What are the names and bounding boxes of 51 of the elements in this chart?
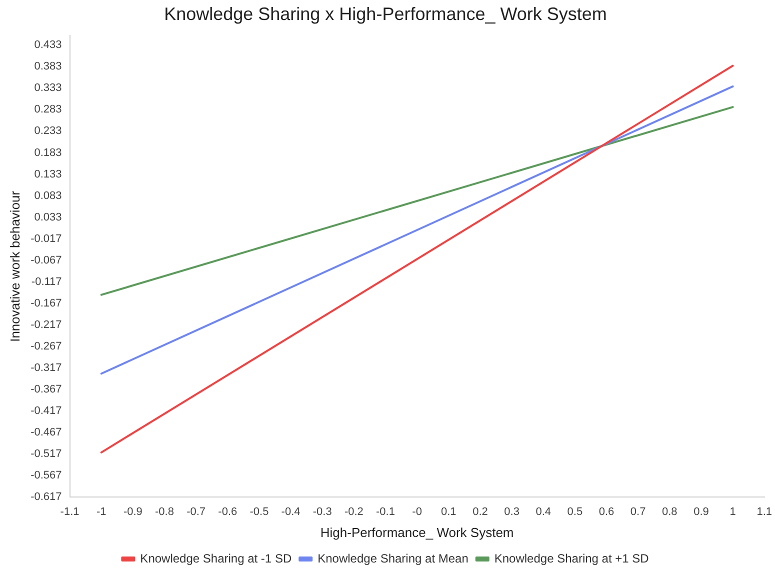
y-tick-label: -0.467 bbox=[30, 426, 62, 439]
y-tick-label: -0.567 bbox=[30, 470, 62, 482]
x-tick-label: 0.2 bbox=[472, 506, 488, 518]
y-tick-label: -0.617 bbox=[30, 491, 62, 504]
y-tick-label: -0.267 bbox=[30, 340, 62, 353]
y-tick-label: 0.233 bbox=[34, 125, 62, 138]
y-axis-title: Innovative work behaviour bbox=[7, 190, 22, 342]
x-tick-label: 0.4 bbox=[536, 506, 552, 518]
y-tick-label: -0.517 bbox=[30, 448, 62, 460]
x-tick-label: -0.6 bbox=[218, 506, 238, 518]
chart-title: Knowledge Sharing x High-Performance_ Work System bbox=[164, 4, 607, 24]
y-tick-label: 0.433 bbox=[34, 39, 62, 52]
y-tick-label: 0.383 bbox=[34, 60, 62, 73]
x-tick-label: 0.8 bbox=[662, 506, 678, 518]
x-tick-label: -0 bbox=[412, 506, 422, 518]
y-tick-label: -0.317 bbox=[30, 362, 62, 374]
x-tick-label: 0.7 bbox=[630, 506, 646, 518]
x-tick-label: 0.3 bbox=[504, 506, 520, 518]
x-tick-label: -1 bbox=[96, 506, 106, 518]
legend-label: Knowledge Sharing at +1 SD bbox=[494, 551, 650, 566]
x-tick-label: -1.1 bbox=[60, 506, 80, 518]
x-tick-label: -0.8 bbox=[155, 506, 174, 518]
y-tick-label: -0.117 bbox=[31, 276, 62, 288]
x-tick-label: -0.9 bbox=[123, 506, 142, 518]
x-tick-label: 1 bbox=[730, 506, 736, 518]
x-axis-title: High-Performance_ Work System bbox=[320, 524, 514, 540]
x-tick-label: -0.2 bbox=[344, 506, 364, 518]
y-tick-label: -0.217 bbox=[30, 318, 62, 331]
x-tick-label: -0.3 bbox=[312, 506, 332, 518]
x-tick-label: -0.7 bbox=[186, 506, 206, 518]
y-tick-label: 0.333 bbox=[34, 82, 62, 94]
x-tick-label: 0.1 bbox=[440, 506, 456, 518]
y-tick-label: 0.033 bbox=[34, 211, 62, 224]
legend-label: Knowledge Sharing at -1 SD bbox=[140, 551, 292, 566]
y-tick-label: -0.017 bbox=[30, 232, 62, 245]
y-tick-label: 0.283 bbox=[34, 104, 62, 116]
y-tick-label: -0.067 bbox=[30, 254, 62, 266]
x-tick-label: -0.5 bbox=[250, 506, 269, 518]
y-tick-label: 0.133 bbox=[34, 168, 62, 180]
y-tick-label: 0.183 bbox=[34, 146, 62, 159]
x-tick-label: -0.4 bbox=[281, 506, 300, 518]
y-tick-label: -0.367 bbox=[30, 384, 62, 396]
x-tick-label: 0.6 bbox=[598, 506, 614, 518]
x-tick-label: -0.1 bbox=[376, 506, 395, 518]
y-tick-label: -0.167 bbox=[30, 297, 62, 310]
x-tick-label: 1.1 bbox=[756, 506, 772, 518]
y-tick-label: 0.083 bbox=[34, 190, 62, 202]
x-tick-label: 0.5 bbox=[567, 506, 583, 518]
y-tick-label: -0.417 bbox=[30, 405, 62, 418]
x-tick-label: 0.9 bbox=[694, 506, 709, 518]
legend-label: Knowledge Sharing at Mean bbox=[318, 551, 468, 566]
